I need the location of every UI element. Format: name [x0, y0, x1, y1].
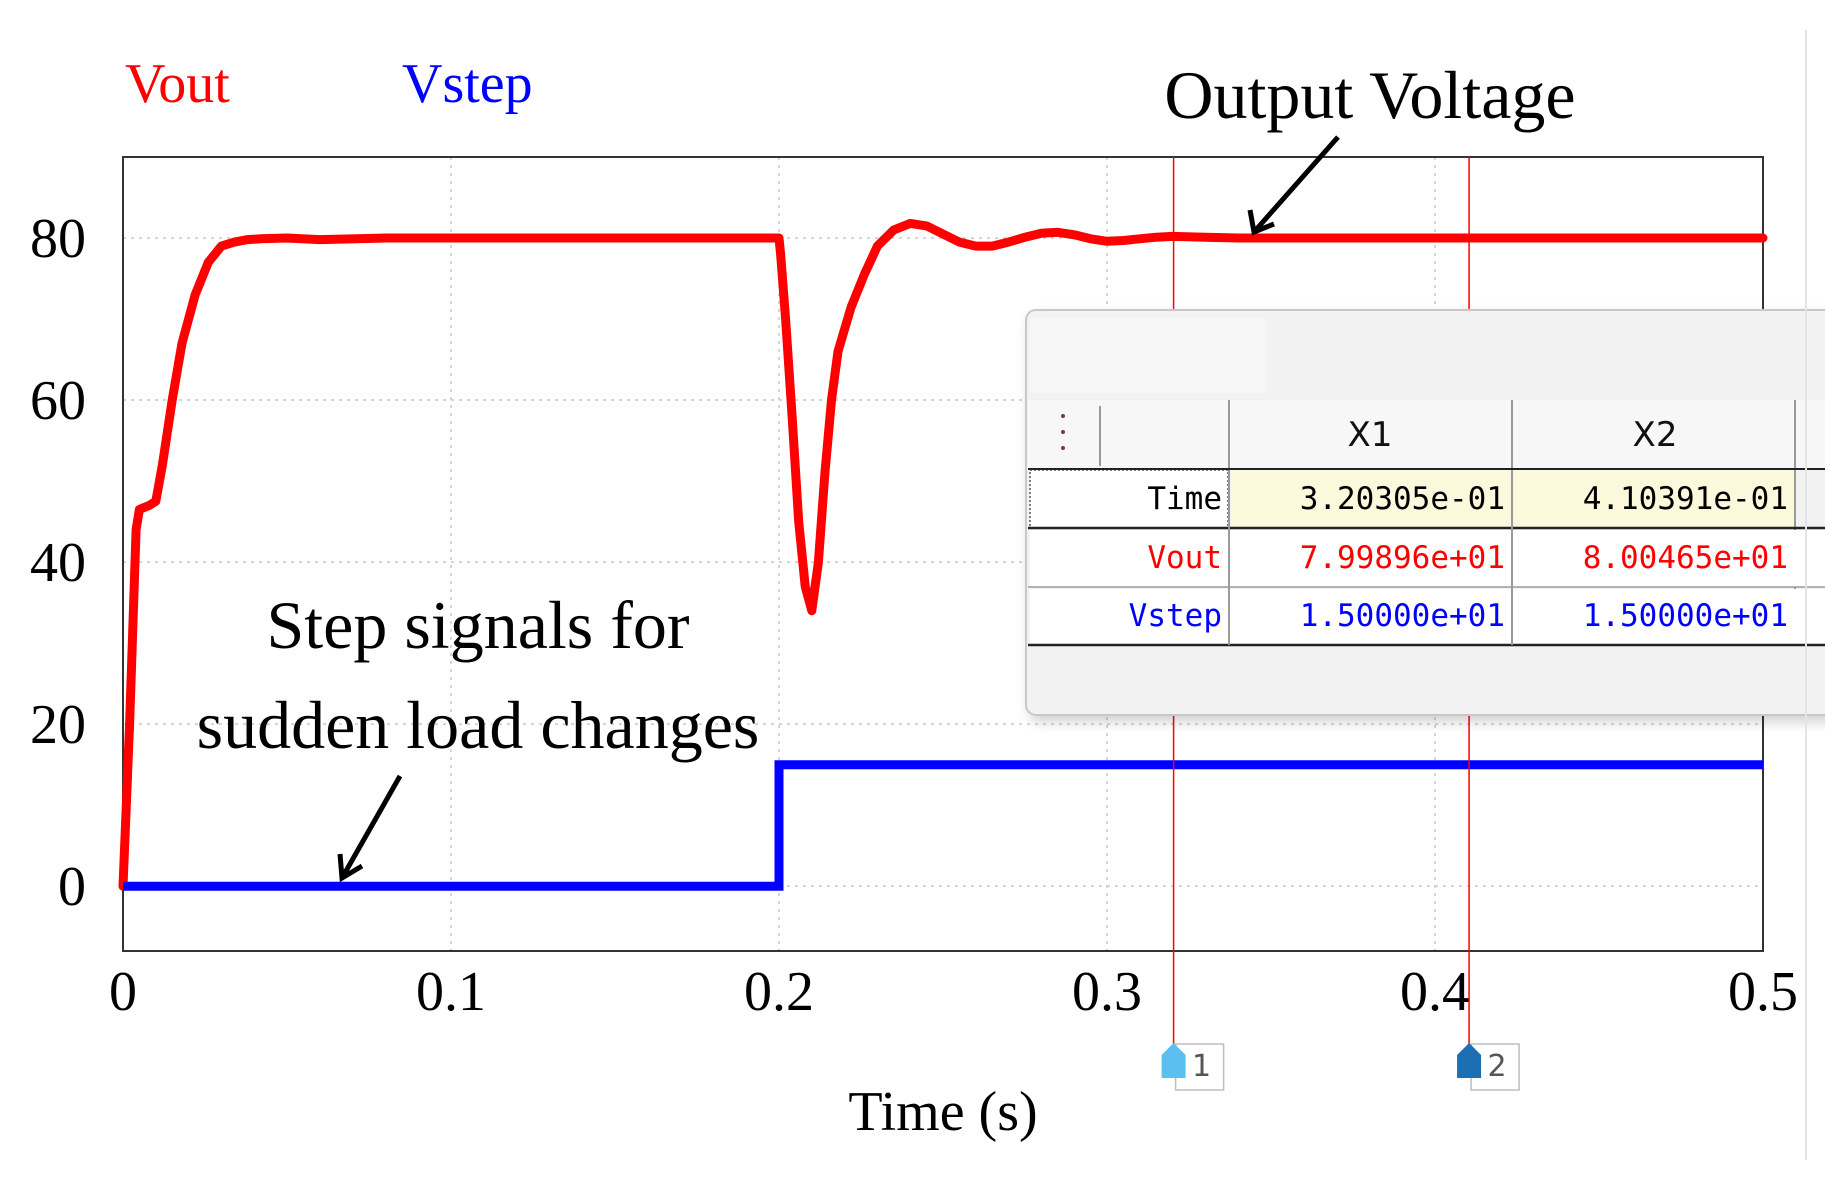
x-tick-label: 0.1	[416, 961, 486, 1023]
series-vout-line	[118, 218, 1768, 891]
x-tick-label: 0.4	[1400, 961, 1470, 1023]
x-tick-label: 0.5	[1728, 961, 1798, 1023]
cell-vout-x2: 8.00465e+01	[1583, 540, 1788, 576]
table-row-vstep: Vstep 1.50000e+01 1.50000e+01	[1129, 598, 1788, 634]
y-tick-label: 80	[30, 208, 86, 270]
cursor-label-1: 1	[1192, 1049, 1211, 1084]
x-tick-label: 0.3	[1072, 961, 1142, 1023]
arrow-step-signals	[339, 774, 403, 880]
y-axis: 0 20 40 60 80	[30, 208, 86, 918]
annotation-step-line1: Step signals for	[266, 587, 689, 663]
table-row-time: Time 3.20305e-01 4.10391e-01	[1147, 481, 1788, 517]
table-row-vout: Vout 7.99896e+01 8.00465e+01	[1147, 540, 1788, 576]
y-tick-label: 60	[30, 370, 86, 432]
legend-vstep: Vstep	[402, 53, 533, 115]
column-header-x1: X1	[1348, 415, 1393, 455]
cursor-table-panel[interactable]: X1 X2 Time 3.20305e-01 4.10391e-01 Vout …	[1025, 309, 1825, 716]
cell-vstep-x1: 1.50000e+01	[1300, 598, 1505, 634]
vertical-dots-icon[interactable]	[1061, 414, 1065, 450]
cursor-marker-icon[interactable]	[1161, 1043, 1186, 1078]
x-axis-label: Time (s)	[848, 1081, 1037, 1143]
x-axis: 0 0.1 0.2 0.3 0.4 0.5	[109, 961, 1798, 1023]
annotation-step-line2: sudden load changes	[197, 687, 760, 763]
arrowhead-step-signals	[337, 853, 364, 883]
row-label-vstep: Vstep	[1129, 598, 1222, 634]
cursor-marker-icon[interactable]	[1457, 1043, 1482, 1078]
row-label-vout: Vout	[1147, 540, 1222, 576]
cell-vstep-x2: 1.50000e+01	[1583, 598, 1788, 634]
cell-time-x1: 3.20305e-01	[1300, 481, 1505, 517]
arrowhead-output-voltage	[1247, 209, 1275, 236]
arrow-output-voltage	[1252, 135, 1340, 234]
cell-time-x2: 4.10391e-01	[1583, 481, 1788, 517]
y-tick-label: 0	[58, 856, 86, 918]
x-tick-label: 0.2	[744, 961, 814, 1023]
y-tick-label: 40	[30, 532, 86, 594]
series-vstep-line	[123, 760, 1763, 891]
cursor-label-2: 2	[1488, 1049, 1507, 1084]
cell-vout-x1: 7.99896e+01	[1300, 540, 1505, 576]
legend-vout: Vout	[125, 53, 230, 115]
x-tick-label: 0	[109, 961, 137, 1023]
row-label-time: Time	[1147, 481, 1222, 517]
cursor-tag-box-2[interactable]	[1470, 1043, 1520, 1091]
y-tick-label: 20	[30, 694, 86, 756]
annotation-output-voltage: Output Voltage	[1164, 57, 1575, 133]
column-header-x2: X2	[1633, 415, 1678, 455]
